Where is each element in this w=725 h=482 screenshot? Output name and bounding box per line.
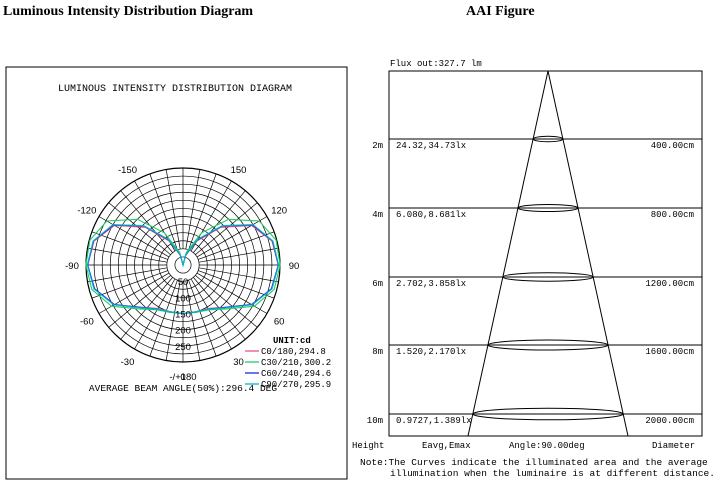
angle-label: -30 xyxy=(121,357,135,368)
angle-label: 0 xyxy=(180,372,185,383)
polar-title: LUMINOUS INTENSITY DISTRIBUTION DIAGRAM xyxy=(58,84,292,95)
beam-ellipse xyxy=(472,407,624,421)
row-lux: 0.9727,1.389lx xyxy=(396,416,472,426)
polar-spoke xyxy=(195,275,258,328)
series-curve xyxy=(86,224,280,315)
row-diameter: 1200.00cm xyxy=(645,279,694,289)
angle-label: -90 xyxy=(65,261,79,272)
row-height: 10m xyxy=(367,416,383,426)
col-diameter: Diameter xyxy=(652,441,695,451)
polar-spoke xyxy=(196,272,268,314)
left-header: Luminous Intensity Distribution Diagram xyxy=(3,4,254,19)
angle-label: 150 xyxy=(231,165,247,176)
row-lux: 6.080,8.681lx xyxy=(396,210,466,220)
beam-ellipse xyxy=(502,272,594,282)
angle-label: -150 xyxy=(118,165,137,176)
col-eavg: Eavg,Emax xyxy=(422,441,471,451)
angle-label: -60 xyxy=(80,317,94,328)
radial-tick-label: 50 xyxy=(178,277,189,288)
polar-spoke xyxy=(198,270,275,299)
polar-legend: UNIT:cdC0/180,294.8C30/210,300.2C60/240,… xyxy=(245,336,331,390)
polar-spoke xyxy=(91,231,168,260)
polar-panel-border xyxy=(5,66,348,480)
polar-spoke xyxy=(193,190,246,253)
polar-spoke xyxy=(108,275,171,328)
aai-rows: 2m 24.32,34.73lx 400.00cm 4m 6.080,8.681lx 80… xyxy=(367,141,694,426)
col-height: Height xyxy=(352,441,384,451)
row-height: 2m xyxy=(372,141,383,151)
polar-spoke xyxy=(91,270,168,299)
radial-tick-label: 150 xyxy=(175,310,191,321)
legend-entry: C30/210,300.2 xyxy=(261,358,331,368)
beam-ellipse xyxy=(517,203,579,213)
polar-spoke xyxy=(87,267,168,283)
polar-circle xyxy=(174,256,192,274)
row-diameter: 1600.00cm xyxy=(645,347,694,357)
polar-spoke xyxy=(149,173,178,250)
polar-spoke xyxy=(165,280,181,361)
angle-label: -120 xyxy=(77,206,96,217)
angle-label: -/+180 xyxy=(169,372,196,383)
row-height: 6m xyxy=(372,279,383,289)
polar-spoke xyxy=(198,267,279,283)
note-line-2: illumination when the luminaire is at di… xyxy=(390,468,715,479)
beam-ellipse xyxy=(532,135,564,143)
beam-ellipse xyxy=(487,339,609,351)
cone-left xyxy=(467,70,549,437)
row-lux: 2.702,3.858lx xyxy=(396,279,466,289)
right-header: AAI Figure xyxy=(466,4,535,19)
polar-spoke xyxy=(87,247,168,263)
row-lux: 24.32,34.73lx xyxy=(396,141,466,151)
radial-tick-label: 250 xyxy=(175,342,191,353)
polar-spoke xyxy=(195,202,258,255)
row-lux: 1.520,2.170lx xyxy=(396,347,466,357)
row-height: 8m xyxy=(372,347,383,357)
polar-spoke xyxy=(188,280,217,357)
angle-label: 90 xyxy=(289,261,300,272)
polar-spoke xyxy=(165,169,181,250)
radial-tick-label: 200 xyxy=(175,326,191,337)
polar-spoke xyxy=(198,231,275,260)
row-height: 4m xyxy=(372,210,383,220)
average-beam-angle: AVERAGE BEAM ANGLE(50%):296.4 DEG xyxy=(89,383,277,394)
legend-entry: C90/270,295.9 xyxy=(261,380,331,390)
polar-spoke xyxy=(185,169,201,250)
polar-spoke xyxy=(149,280,178,357)
angle-label: 120 xyxy=(271,206,287,217)
unit-label: UNIT:cd xyxy=(273,336,311,346)
radial-tick-label: 100 xyxy=(175,293,191,304)
polar-spoke xyxy=(120,190,173,253)
row-diameter: 2000.00cm xyxy=(645,416,694,426)
polar-spoke xyxy=(108,202,171,255)
polar-labels: -/+180 -150 150 -120 120 -90 90 -60 60 -30 30 0 50 10… xyxy=(65,165,299,383)
note-line-1: Note:The Curves indicate the illuminated… xyxy=(360,457,708,468)
polar-curves xyxy=(85,218,281,315)
cone-right xyxy=(547,70,629,437)
row-diameter: 400.00cm xyxy=(651,141,694,151)
polar-spoke xyxy=(134,278,176,350)
polar-spoke xyxy=(185,280,201,361)
polar-spoke xyxy=(196,216,268,258)
angle-label: 60 xyxy=(274,317,285,328)
aai-panel-border xyxy=(388,70,703,437)
col-angle: Angle:90.00deg xyxy=(509,441,585,451)
polar-spoke xyxy=(190,278,232,350)
polar-spoke xyxy=(98,272,170,314)
row-diameter: 800.00cm xyxy=(651,210,694,220)
aai-lines xyxy=(389,70,702,437)
flux-out: Flux out:327.7 lm xyxy=(390,59,482,69)
polar-spoke xyxy=(98,216,170,258)
polar-spoke xyxy=(198,247,279,263)
legend-entry: C60/240,294.6 xyxy=(261,369,331,379)
angle-label: 30 xyxy=(233,357,244,368)
polar-spoke xyxy=(188,173,217,250)
legend-entry: C0/180,294.8 xyxy=(261,347,326,357)
